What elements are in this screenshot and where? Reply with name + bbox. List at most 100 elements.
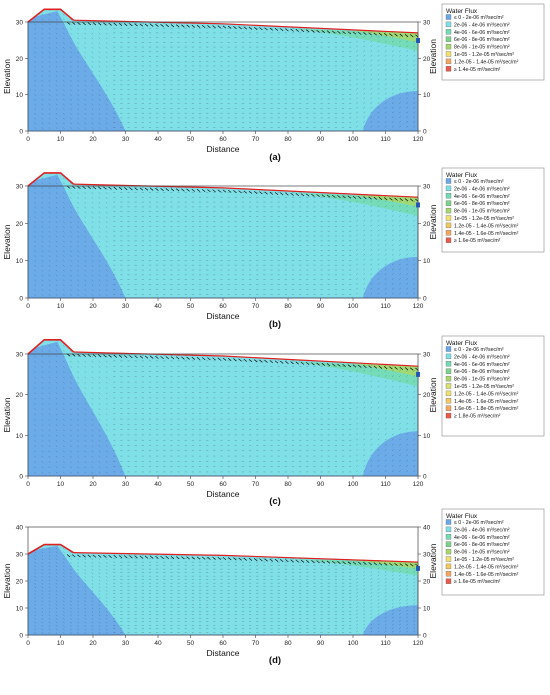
dam-boundary xyxy=(27,172,75,187)
flux-low-zone-right xyxy=(362,605,418,635)
legend-swatch xyxy=(445,207,452,214)
legend-item-label: 2e-06 - 4e-06 m³/sec/m² xyxy=(454,354,510,360)
flux-low-zone-left xyxy=(28,341,126,476)
y-tick-label-right: 30 xyxy=(423,184,431,191)
legend-item-label: 8e-06 - 1e-05 m³/sec/m² xyxy=(454,550,510,556)
panel-caption: (b) xyxy=(269,319,281,330)
y-tick-label-right: 40 xyxy=(423,525,431,532)
y-tick-label-right: 10 xyxy=(423,433,431,440)
flux-low-zone-right xyxy=(362,431,418,476)
x-tick-label: 60 xyxy=(219,303,227,310)
y-tick-label-left: 20 xyxy=(16,579,24,586)
surface-flux-arrows xyxy=(66,21,419,38)
panel-caption: (a) xyxy=(269,152,281,163)
legend-swatch xyxy=(445,398,452,404)
x-tick-label: 10 xyxy=(57,481,65,488)
legend-swatch xyxy=(445,185,452,192)
surface-boundary xyxy=(73,552,419,563)
y-axis-title: Elevation xyxy=(2,397,12,432)
legend-item-label: 6e-06 - 8e-06 m³/sec/m² xyxy=(454,37,510,43)
x-tick-label: 50 xyxy=(187,640,195,647)
legend-swatch xyxy=(445,534,452,540)
dam-boundary xyxy=(27,543,74,555)
surface-flux-arrows xyxy=(66,353,419,371)
y-tick-label-left: 10 xyxy=(16,258,24,265)
panel-caption: (d) xyxy=(269,655,281,666)
y-tick-label-left: 30 xyxy=(16,184,24,191)
legend-item-label: ≤ 0 - 2e-06 m³/sec/m² xyxy=(454,520,504,526)
x-tick-label: 40 xyxy=(154,303,162,310)
y-tick-label-left: 0 xyxy=(19,129,23,136)
surface-flux-arrows xyxy=(66,185,419,202)
x-tick-label: 60 xyxy=(219,640,227,647)
legend-item-label: 4e-06 - 6e-06 m³/sec/m² xyxy=(454,535,510,541)
legend-swatch xyxy=(445,390,452,397)
x-tick-label: 100 xyxy=(348,640,359,647)
y-tick-label-right: 10 xyxy=(423,92,431,99)
y-tick-label-right: 0 xyxy=(423,474,427,481)
legend-item-label: 1.4e-05 - 1.6e-05 m³/sec/m² xyxy=(454,572,519,578)
dam-boundary xyxy=(27,338,75,355)
x-tick-label: 20 xyxy=(89,136,97,143)
legend-item-label: 1.2e-05 - 1.4e-05 m³/sec/m² xyxy=(454,564,519,570)
x-tick-label: 120 xyxy=(413,481,424,488)
legend-item-label: 1e-05 - 1.2e-05 m³/sec/m² xyxy=(454,557,514,563)
x-tick-label: 80 xyxy=(284,303,292,310)
x-tick-label: 0 xyxy=(26,481,30,488)
y-tick-label-left: 30 xyxy=(16,552,24,559)
y-tick-label-right: 30 xyxy=(423,20,431,27)
flux-low-zone-left xyxy=(28,545,126,635)
y-axis-title: Elevation xyxy=(2,59,12,94)
y-tick-label-left: 30 xyxy=(16,352,24,359)
y-tick-label-right: 30 xyxy=(423,552,431,559)
legend-swatch xyxy=(445,193,452,199)
legend-item-label: 1.2e-05 - 1.4e-05 m³/sec/m² xyxy=(454,223,519,229)
legend-item-label: 2e-06 - 4e-06 m³/sec/m² xyxy=(454,527,510,533)
x-tick-label: 90 xyxy=(317,136,325,143)
legend-item-label: ≤ 0 - 2e-06 m³/sec/m² xyxy=(454,179,504,185)
legend-item-label: 1.2e-05 - 1.4e-05 m³/sec/m² xyxy=(454,59,519,65)
velocity-vectors xyxy=(34,172,416,296)
y-tick-label-left: 10 xyxy=(16,433,24,440)
legend-item-label: 8e-06 - 1e-05 m³/sec/m² xyxy=(454,377,510,383)
flux-peak-wedge xyxy=(353,194,418,207)
flux-low-zone-left xyxy=(28,174,126,298)
legend-item-label: ≥ 1.6e-05 m³/sec/m² xyxy=(454,579,501,585)
y-axis-title: Elevation xyxy=(2,563,12,598)
legend-title: Water Flux xyxy=(446,172,478,179)
dam-boundary xyxy=(27,8,75,23)
legend-item-label: ≤ 0 - 2e-06 m³/sec/m² xyxy=(454,347,504,353)
x-axis-title: Distance xyxy=(206,311,239,321)
y-tick-label-right: 20 xyxy=(423,56,431,63)
y-axis-title-right: Elevation xyxy=(428,543,438,578)
legend-item-label: 1.4e-05 - 1.6e-05 m³/sec/m² xyxy=(454,231,519,237)
x-tick-label: 20 xyxy=(89,640,97,647)
x-tick-label: 0 xyxy=(26,136,30,143)
legend-item-label: 8e-06 - 1e-05 m³/sec/m² xyxy=(454,45,510,51)
legend-swatch xyxy=(445,519,452,525)
legend-swatch xyxy=(445,36,452,42)
y-tick-label-left: 10 xyxy=(16,92,24,99)
x-tick-label: 30 xyxy=(122,640,130,647)
legend-swatch xyxy=(445,66,452,72)
x-tick-label: 10 xyxy=(57,136,65,143)
y-tick-label-right: 30 xyxy=(423,352,431,359)
legend-swatch xyxy=(445,526,452,533)
x-tick-label: 60 xyxy=(219,481,227,488)
y-tick-label-right: 0 xyxy=(423,129,427,136)
x-tick-label: 0 xyxy=(26,303,30,310)
velocity-vectors xyxy=(34,339,416,474)
flux-low-zone-right xyxy=(362,91,418,131)
y-tick-label-right: 20 xyxy=(423,221,431,228)
y-axis-title-right: Elevation xyxy=(428,204,438,239)
y-tick-label-left: 10 xyxy=(16,606,24,613)
x-axis-title: Distance xyxy=(206,648,239,658)
x-tick-label: 20 xyxy=(89,481,97,488)
legend-swatch xyxy=(445,375,452,382)
legend-item-label: 1e-05 - 1.2e-05 m³/sec/m² xyxy=(454,216,514,222)
